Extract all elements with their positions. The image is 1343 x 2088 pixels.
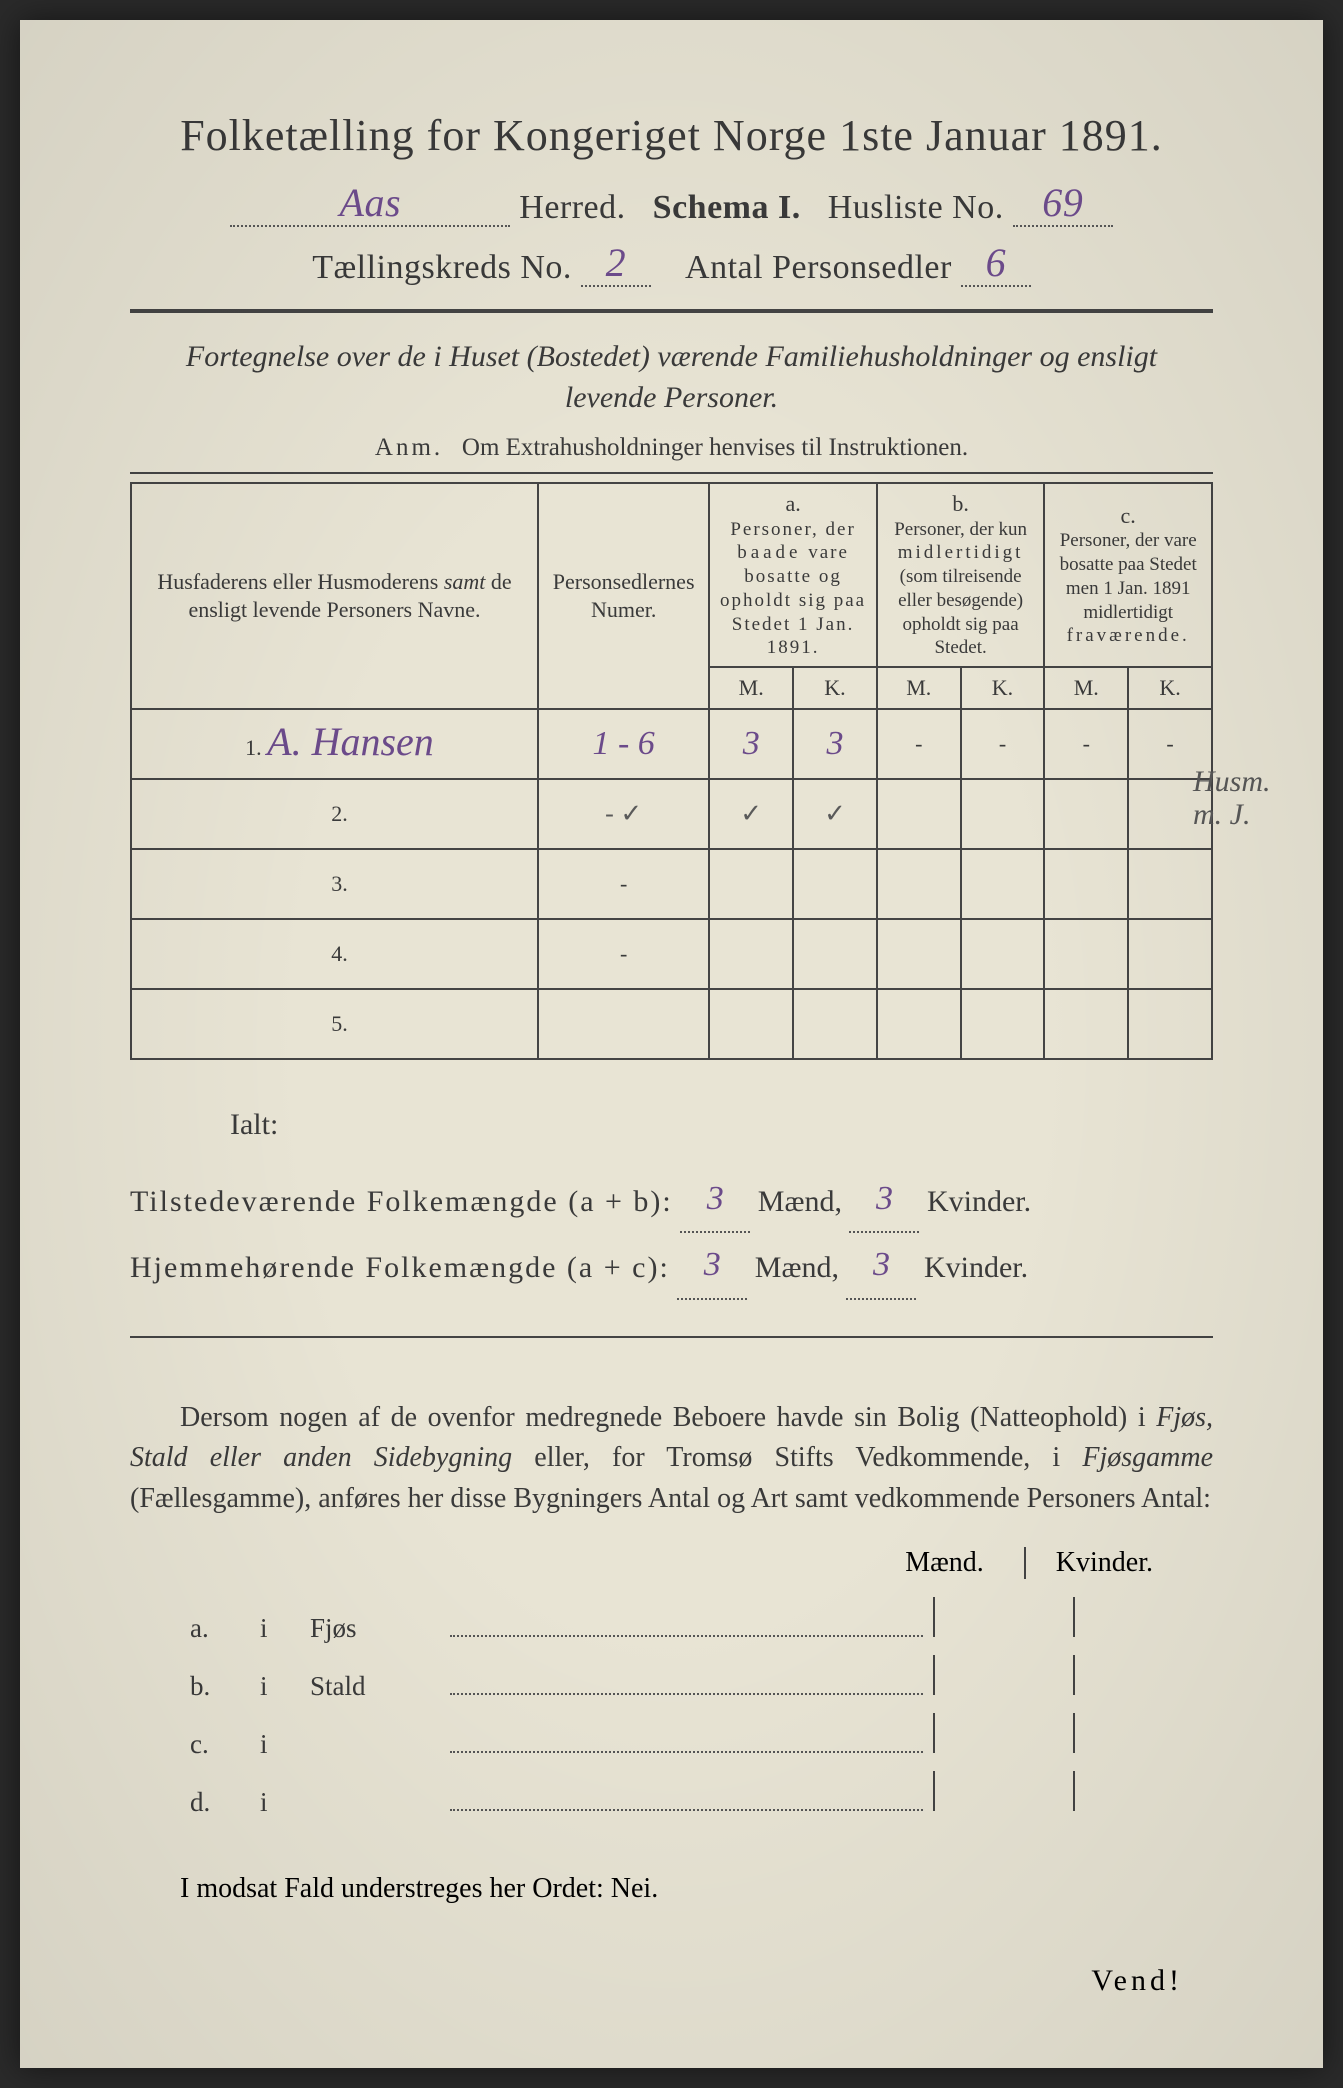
cell-value: -: [915, 731, 922, 756]
herred-label: Herred.: [519, 189, 625, 226]
item-name: Fjøs: [310, 1601, 450, 1655]
vend-label: Vend!: [1091, 1964, 1183, 1998]
antal-value: 6: [986, 240, 1007, 285]
col-a-label: a.: [718, 490, 868, 518]
schema-label: Schema I.: [653, 189, 801, 226]
table-row: 5.: [131, 989, 1212, 1059]
kreds-value: 2: [606, 240, 627, 285]
row-number: 4.: [331, 941, 348, 966]
husliste-label: Husliste No.: [828, 189, 1004, 226]
antal-label: Antal Personsedler: [685, 249, 952, 286]
col-a-m: M.: [709, 667, 793, 709]
hjemme-k: 3: [873, 1246, 890, 1283]
instructions-paragraph: Dersom nogen af de ovenfor medregnede Be…: [130, 1398, 1213, 1520]
col-names-header: Husfaderens eller Husmoderens samt de en…: [157, 569, 511, 622]
item-i: i: [260, 1659, 310, 1713]
col-a-k: K.: [793, 667, 877, 709]
item-i: i: [260, 1601, 310, 1655]
margin-annotation: Husm. m. J.: [1193, 765, 1303, 831]
husliste-value: 69: [1042, 180, 1083, 225]
cell-value: ✓: [740, 799, 762, 828]
header-row-1: Aas Herred. Schema I. Husliste No. 69: [130, 189, 1213, 229]
herred-value: Aas: [340, 180, 402, 225]
item-i: i: [260, 1717, 310, 1771]
maend-label: Mænd,: [758, 1185, 842, 1218]
kvinder-col: Kvinder.: [1024, 1547, 1153, 1579]
col-c-label: c.: [1053, 502, 1203, 530]
cell-value: - ✓: [605, 799, 642, 828]
row-number: 1.: [245, 735, 262, 760]
building-list: a. i Fjøs b. i Stald c. i d. i: [130, 1597, 1213, 1829]
divider-thin: [130, 1336, 1213, 1338]
person-name: A. Hansen: [267, 719, 434, 764]
item-label: c.: [190, 1717, 260, 1771]
tilstede-m: 3: [707, 1180, 724, 1217]
row-number: 2.: [331, 801, 348, 826]
cell-value: -: [1166, 731, 1173, 756]
dotted-line: [450, 1635, 923, 1637]
item-label: d.: [190, 1775, 260, 1829]
col-a-text: Personer, der baade vare bosatte og opho…: [718, 518, 868, 661]
list-item: c. i: [130, 1713, 1213, 1771]
anm-line: Anm. Om Extrahusholdninger henvises til …: [130, 434, 1213, 462]
col-c-text: Personer, der vare bosatte paa Stedet me…: [1053, 529, 1203, 648]
list-item: b. i Stald: [130, 1655, 1213, 1713]
list-item: d. i: [130, 1771, 1213, 1829]
kreds-label: Tællingskreds No.: [312, 249, 572, 286]
table-row: 2. - ✓ ✓ ✓: [131, 779, 1212, 849]
maend-col: Mænd.: [875, 1547, 984, 1579]
cell-value: -: [620, 871, 627, 896]
table-row: 1. A. Hansen 1 - 6 3 3 - - - -: [131, 709, 1212, 779]
maend-label: Mænd,: [755, 1251, 839, 1284]
anm-text: Om Extrahusholdninger henvises til Instr…: [462, 434, 968, 461]
page-title: Folketælling for Kongeriget Norge 1ste J…: [130, 110, 1213, 161]
intro-line1: Fortegnelse over de i Huset (Bostedet) v…: [186, 340, 1157, 373]
intro-line2: levende Personer.: [565, 381, 778, 414]
item-name: Stald: [310, 1659, 450, 1713]
anm-label: Anm.: [375, 434, 443, 461]
tilstede-k: 3: [876, 1180, 893, 1217]
table-row: 4. -: [131, 919, 1212, 989]
dotted-line: [450, 1693, 923, 1695]
col-b-k: K.: [961, 667, 1045, 709]
table-row: 3. -: [131, 849, 1212, 919]
header-row-2: Tællingskreds No. 2 Antal Personsedler 6: [130, 249, 1213, 289]
mk-column-header: Mænd. Kvinder.: [130, 1547, 1213, 1579]
col-c-k: K.: [1128, 667, 1212, 709]
item-label: a.: [190, 1601, 260, 1655]
row-number: 3.: [331, 871, 348, 896]
item-i: i: [260, 1775, 310, 1829]
household-table: Husfaderens eller Husmoderens samt de en…: [130, 482, 1213, 1060]
divider: [130, 309, 1213, 313]
cell-value: -: [1083, 731, 1090, 756]
kvinder-label: Kvinder.: [924, 1251, 1028, 1284]
divider-thin: [130, 472, 1213, 474]
col-c-m: M.: [1044, 667, 1128, 709]
row-number: 5.: [331, 1011, 348, 1036]
cell-value: -: [999, 731, 1006, 756]
hjemme-label: Hjemmehørende Folkemængde (a + c):: [130, 1251, 670, 1284]
kvinder-label: Kvinder.: [927, 1185, 1031, 1218]
dotted-line: [450, 1809, 923, 1811]
cell-value: ✓: [824, 799, 846, 828]
dotted-line: [450, 1751, 923, 1753]
hjemme-m: 3: [704, 1246, 721, 1283]
footer-instruction: I modsat Fald understreges her Ordet: Ne…: [130, 1873, 1213, 1905]
cell-value: -: [620, 941, 627, 966]
cell-value: 3: [743, 725, 760, 762]
col-b-m: M.: [877, 667, 961, 709]
col-b-text: Personer, der kun midlertidigt (som tilr…: [886, 518, 1036, 661]
col-num-header: Personsedlernes Numer.: [538, 483, 709, 709]
item-label: b.: [190, 1659, 260, 1713]
intro-text: Fortegnelse over de i Huset (Bostedet) v…: [130, 337, 1213, 418]
list-item: a. i Fjøs: [130, 1597, 1213, 1655]
cell-value: 3: [826, 725, 843, 762]
cell-value: 1 - 6: [592, 725, 654, 762]
col-b-label: b.: [886, 490, 1036, 518]
ialt-label: Ialt:: [230, 1096, 1213, 1153]
census-form-page: Folketælling for Kongeriget Norge 1ste J…: [20, 20, 1323, 2068]
tilstede-label: Tilstedeværende Folkemængde (a + b):: [130, 1185, 673, 1218]
totals-section: Ialt: Tilstedeværende Folkemængde (a + b…: [130, 1096, 1213, 1302]
